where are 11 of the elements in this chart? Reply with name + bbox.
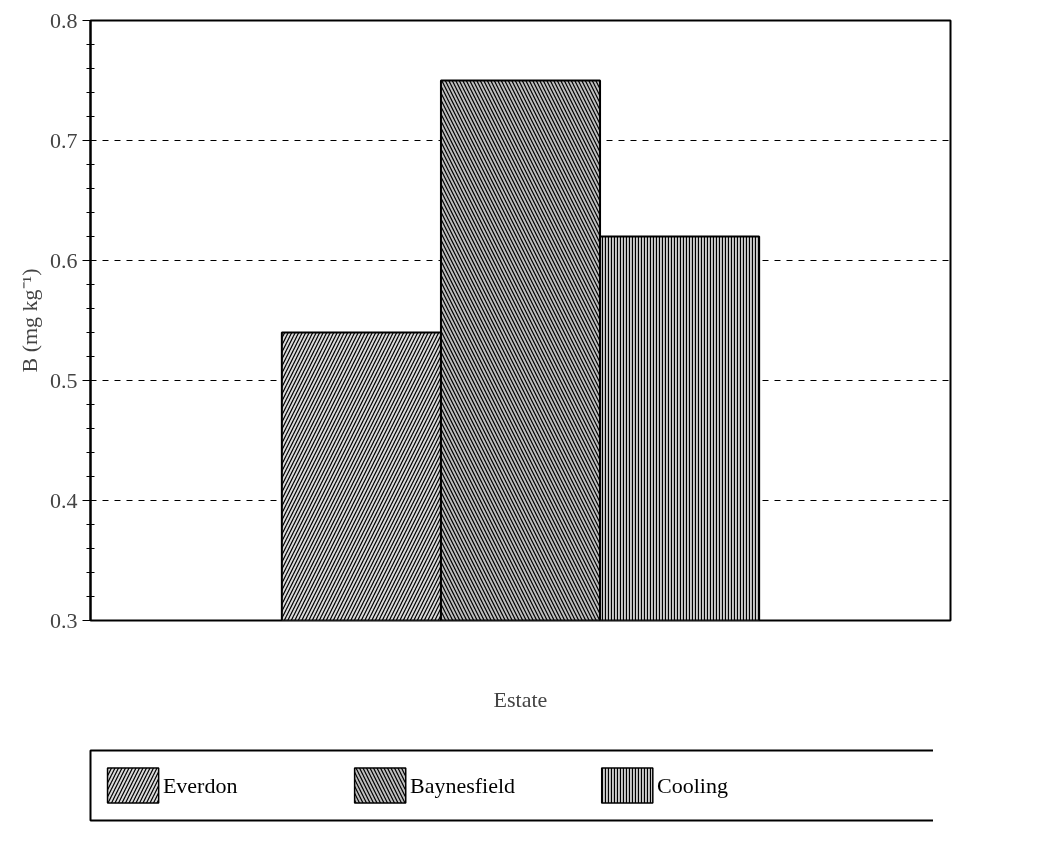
legend-label: Everdon [162, 773, 238, 798]
y-tick-label: 0.5 [50, 367, 78, 393]
legend-label: Cooling [657, 773, 728, 798]
y-tick-label: 0.6 [50, 247, 78, 273]
y-tick-label: 0.8 [50, 7, 78, 33]
y-axis-title: B (mg kg⁻¹) [17, 268, 42, 373]
y-tick-label: 0.3 [50, 607, 78, 633]
y-tick-label: 0.4 [50, 487, 78, 513]
legend-label: Baynesfield [410, 773, 516, 798]
x-axis-title: Estate [493, 686, 548, 712]
y-tick-label: 0.7 [50, 127, 78, 153]
